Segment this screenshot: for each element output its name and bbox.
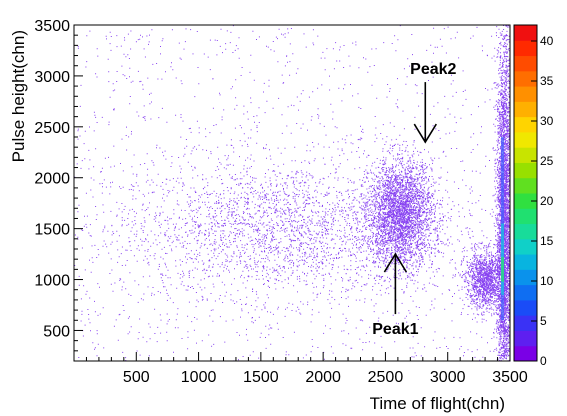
x-axis-ticks: 500 1000 1500 2000 2500 3000 3500 [85, 352, 528, 386]
colorbar-band [514, 40, 537, 57]
annotation-label: Peak2 [410, 61, 456, 78]
y-tick-label: 500 [43, 323, 70, 340]
colorbar-band [514, 299, 537, 316]
colorbar-band [514, 25, 537, 41]
y-axis-label: Pulse height(chn) [9, 30, 28, 162]
colorbar-band [514, 193, 537, 209]
colorbar-band [514, 177, 537, 194]
y-tick-label: 2500 [34, 120, 70, 137]
colorbar-tick-label: 25 [540, 154, 554, 168]
colorbar-band [514, 238, 537, 255]
colorbar-band [514, 147, 537, 163]
y-tick-label: 3500 [34, 18, 70, 35]
colorbar-tick-label: 5 [540, 314, 547, 328]
plot-frame [73, 24, 511, 362]
colorbar-tick-label: 10 [540, 274, 554, 288]
colorbar-tick-label: 0 [540, 354, 547, 368]
annotation-arrow-head [383, 252, 408, 273]
colorbar-band [514, 86, 537, 102]
x-tick-label: 2500 [368, 369, 404, 386]
x-tick-label: 1500 [243, 369, 279, 386]
x-tick-label: 1000 [181, 369, 217, 386]
colorbar-band [514, 254, 537, 270]
colorbar-band [514, 315, 537, 331]
colorbar-frame [513, 24, 538, 362]
x-tick-label: 3500 [492, 369, 528, 386]
colorbar-band [514, 116, 537, 133]
dense-core-band [501, 257, 505, 282]
colorbar: 0 5 10 15 20 25 30 35 40 [513, 24, 554, 368]
colorbar-band [514, 345, 537, 362]
colorbar-band [514, 330, 537, 347]
y-tick-label: 3000 [34, 69, 70, 86]
colorbar-tick-label: 40 [540, 34, 554, 48]
annotation-arrow-head [413, 123, 437, 144]
y-tick-label: 2000 [34, 171, 70, 188]
colorbar-band [514, 101, 537, 118]
colorbar-band [514, 162, 537, 179]
y-axis-ticks: 500 1000 1500 2000 2500 3000 3500 [34, 18, 83, 352]
plot-background [74, 25, 510, 361]
x-tick-label: 500 [123, 369, 150, 386]
x-tick-label: 3000 [430, 369, 466, 386]
colorbar-tick-label: 15 [540, 234, 554, 248]
annotations: Peak1 Peak2 [372, 61, 456, 338]
scatter-point-cloud [74, 25, 510, 361]
colorbar-tick-label: 20 [540, 194, 554, 208]
colorbar-band [514, 223, 537, 240]
colorbar-band [514, 208, 537, 225]
colorbar-tick-label: 30 [540, 114, 554, 128]
colorbar-tick-label: 35 [540, 74, 554, 88]
scatter-points [74, 25, 510, 361]
colorbar-band [514, 55, 537, 72]
annotation-label: Peak1 [372, 321, 418, 338]
y-tick-label: 1500 [34, 222, 70, 239]
x-axis-label: Time of flight(chn) [370, 394, 505, 413]
colorbar-band [514, 284, 537, 301]
colorbar-band [514, 131, 537, 148]
y-tick-label: 1000 [34, 273, 70, 290]
x-tick-label: 2000 [305, 369, 341, 386]
colorbar-band [514, 70, 537, 87]
colorbar-band [514, 269, 537, 286]
